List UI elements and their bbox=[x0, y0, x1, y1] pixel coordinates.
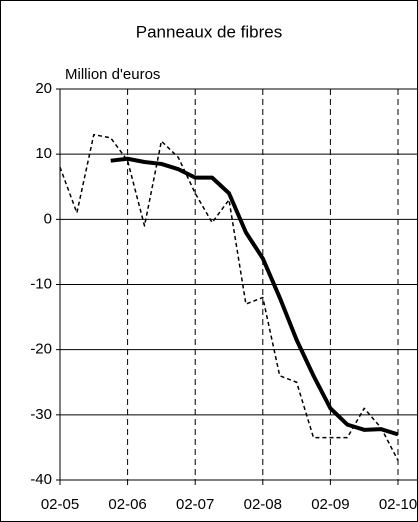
y-tick-label: -10 bbox=[30, 275, 52, 292]
chart-title: Panneaux de fibres bbox=[136, 22, 283, 41]
x-tick-label: 02-08 bbox=[244, 496, 282, 513]
y-tick-label: 0 bbox=[44, 210, 52, 227]
x-tick-label: 02-07 bbox=[176, 496, 214, 513]
y-tick-label: 10 bbox=[35, 145, 52, 162]
y-tick-label: -40 bbox=[30, 471, 52, 488]
x-tick-label: 02-05 bbox=[41, 496, 79, 513]
x-tick-label: 02-09 bbox=[311, 496, 349, 513]
y-tick-label: -30 bbox=[30, 406, 52, 423]
series-line bbox=[110, 156, 399, 437]
y-tick-label: 20 bbox=[35, 80, 52, 97]
x-tick-label: 02-10 bbox=[379, 496, 417, 513]
y-tick-label: -20 bbox=[30, 341, 52, 358]
series-line bbox=[59, 133, 399, 461]
x-tick-label: 02-06 bbox=[108, 496, 146, 513]
y-axis-label: Million d'euros bbox=[65, 66, 160, 83]
